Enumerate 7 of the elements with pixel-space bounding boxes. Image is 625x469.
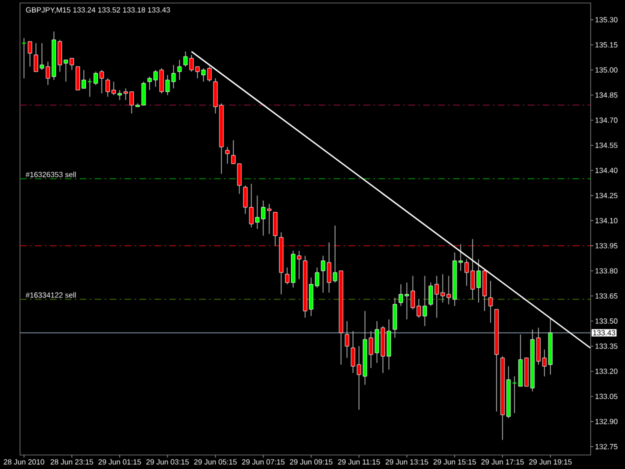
candlestick: [22, 38, 26, 79]
candlestick: [28, 41, 32, 68]
candlestick: [344, 320, 350, 358]
candlestick: [225, 146, 230, 164]
candlestick: [488, 280, 493, 324]
candlestick: [177, 60, 182, 80]
candlestick: [273, 212, 278, 246]
